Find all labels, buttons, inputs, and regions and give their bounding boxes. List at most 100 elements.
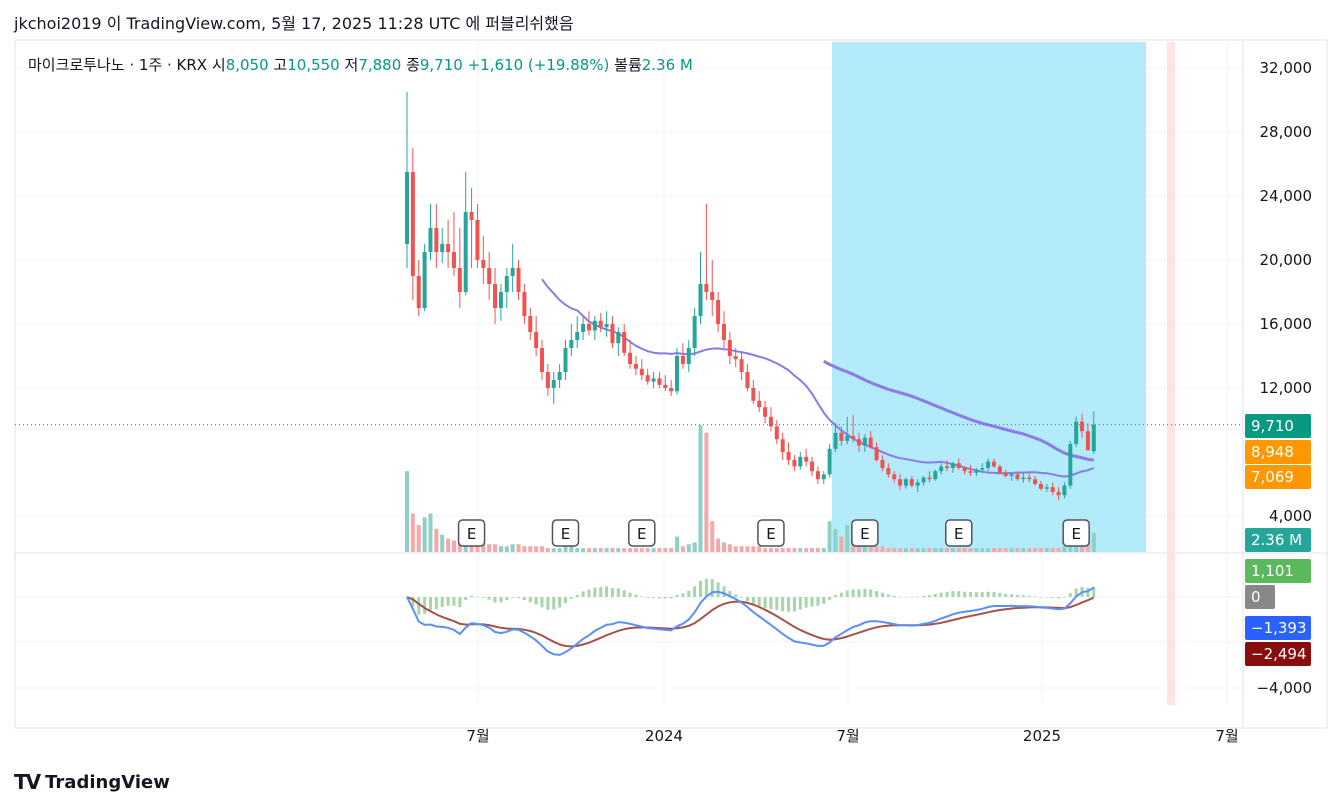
earnings-marker: E xyxy=(954,525,963,543)
volume-bar xyxy=(821,548,826,552)
volume-bar xyxy=(774,548,779,552)
macd-hist-bar xyxy=(563,597,567,604)
candle-body xyxy=(645,375,650,382)
volume-bar xyxy=(792,548,797,552)
candle-body xyxy=(1003,472,1008,476)
candle-body xyxy=(698,284,703,316)
chart-frame xyxy=(14,39,1328,729)
tradingview-logo[interactable]: TV TradingView xyxy=(14,770,170,794)
candle-body xyxy=(405,172,409,244)
candle-body xyxy=(886,468,891,475)
volume-bar xyxy=(980,548,985,552)
macd-hist-bar xyxy=(587,589,591,597)
candle-body xyxy=(493,284,498,308)
candle-body xyxy=(575,332,580,340)
candle-body xyxy=(980,468,985,470)
volume-bar xyxy=(751,546,756,552)
candle-body xyxy=(992,461,996,467)
earnings-marker: E xyxy=(860,525,869,543)
macd-hist-bar xyxy=(986,591,990,597)
volume-bar xyxy=(1091,532,1096,552)
candle-body xyxy=(804,456,809,462)
x-axis-label: 7월 xyxy=(1215,727,1238,745)
macd-hist-bar xyxy=(787,597,791,612)
volume-bar xyxy=(633,548,638,552)
macd-hist-bar xyxy=(734,594,738,597)
volume-bar xyxy=(487,544,492,552)
macd-hist-bar xyxy=(992,591,996,597)
volume-bar xyxy=(739,546,744,552)
volume-bar xyxy=(927,548,932,552)
macd-hist-bar xyxy=(1027,595,1031,597)
candle-body xyxy=(692,316,697,348)
candle-body xyxy=(545,372,550,388)
volume-bar xyxy=(968,548,973,552)
candle-body xyxy=(686,348,691,364)
candle-body xyxy=(586,324,591,331)
macd-hist-bar xyxy=(828,597,832,600)
volume-bar xyxy=(733,546,738,552)
macd-hist-bar xyxy=(646,597,650,598)
volume-bar xyxy=(1044,548,1049,552)
macd-hist-bar xyxy=(499,597,503,603)
candle-body xyxy=(716,300,721,324)
candle-body xyxy=(903,479,908,486)
candle-body xyxy=(663,384,668,388)
candle-body xyxy=(451,252,456,268)
candle-body xyxy=(522,292,527,316)
macd-hist-bar xyxy=(558,597,562,608)
volume-bar xyxy=(451,540,456,552)
macd-hist-bar xyxy=(528,597,532,603)
candle-body xyxy=(463,212,468,292)
candle-body xyxy=(915,482,920,486)
volume-bar xyxy=(997,548,1002,552)
macd-hist-bar xyxy=(452,597,456,606)
macd-hist-bar xyxy=(716,582,720,597)
macd-hist-bar xyxy=(839,592,843,597)
volume-bar xyxy=(892,548,897,552)
candle-body xyxy=(1091,424,1096,452)
candle-body xyxy=(481,260,486,268)
volume-bar xyxy=(992,548,996,552)
candle-body xyxy=(616,332,621,344)
macd-hist-bar xyxy=(740,597,744,598)
volume-bar xyxy=(551,548,556,552)
volume-bar xyxy=(833,528,838,552)
candle-body xyxy=(569,340,574,348)
x-axis-label: 7월 xyxy=(836,727,859,745)
volume-bar xyxy=(909,548,914,552)
macd-hist-bar xyxy=(505,597,509,601)
macd-hist-bar xyxy=(845,590,849,597)
earnings-marker: E xyxy=(637,525,646,543)
zero-line-badge-label: 0 xyxy=(1251,588,1261,606)
volume-bar xyxy=(956,548,961,552)
macd-hist-bar xyxy=(951,591,955,597)
earnings-marker-box xyxy=(457,519,486,547)
macd-hist-bar xyxy=(434,597,438,610)
volume-bar xyxy=(868,544,873,552)
candle-body xyxy=(410,172,415,276)
macd-hist-bar xyxy=(481,597,485,598)
macd-hist-bar xyxy=(440,597,444,608)
moving-averages xyxy=(541,278,1095,478)
volume-bar xyxy=(481,542,486,552)
volume-bar xyxy=(504,546,509,552)
ma-long-badge-label: 8,948 xyxy=(1251,443,1294,461)
macd-hist-bar xyxy=(540,597,544,608)
macd-hist-bar xyxy=(475,596,479,598)
tradingview-logo-text: TradingView xyxy=(45,771,170,793)
candle-body xyxy=(1009,474,1014,476)
macd-hist-bar xyxy=(875,590,879,597)
volume-bar xyxy=(933,548,938,552)
candle-body xyxy=(1068,444,1073,486)
earnings-marker: E xyxy=(561,525,570,543)
close-label: 종 xyxy=(406,56,420,74)
macd-hist-bar xyxy=(745,597,749,602)
candle-body xyxy=(827,448,832,475)
volume-badge-label: 2.36 M xyxy=(1251,531,1302,549)
candle-body xyxy=(933,471,938,480)
candle-body xyxy=(786,452,791,460)
volume-bar xyxy=(763,548,768,552)
candle-body xyxy=(974,469,979,473)
